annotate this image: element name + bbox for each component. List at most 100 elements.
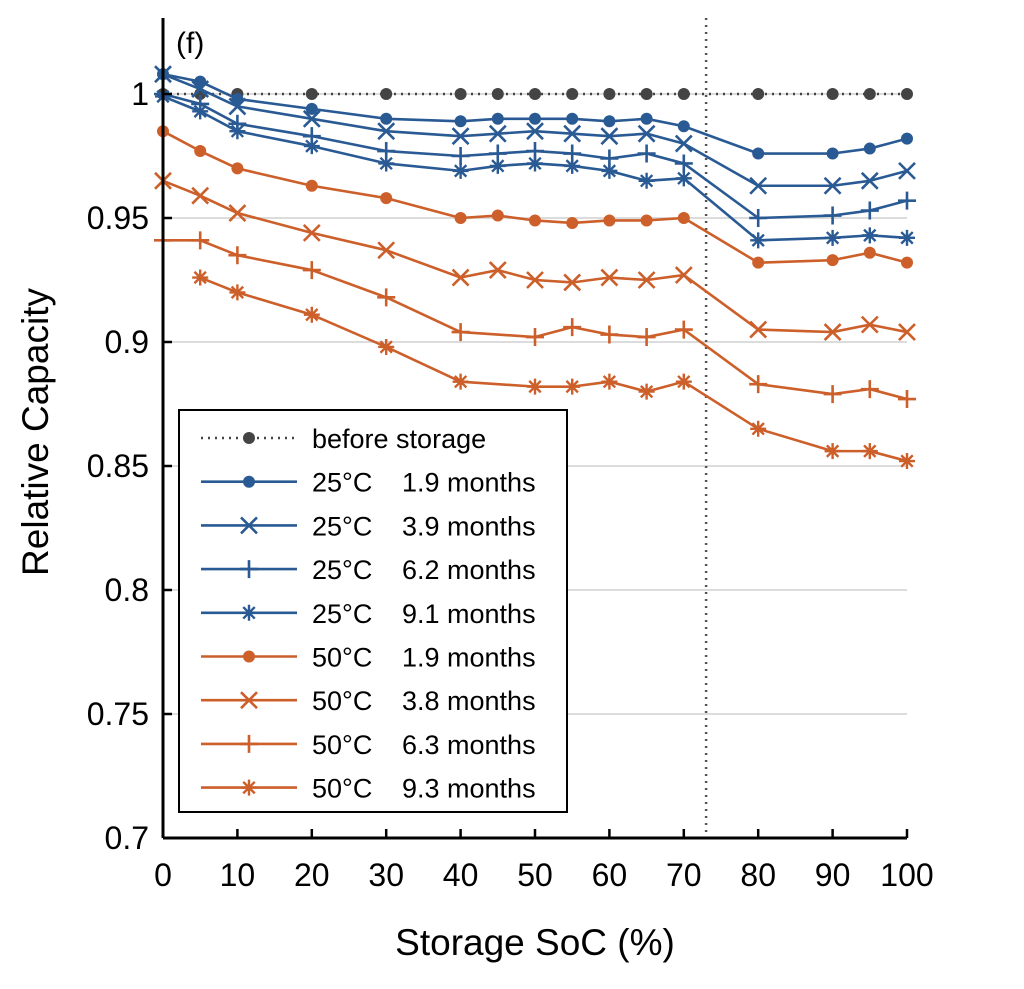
data-point-8-4 <box>452 373 469 390</box>
data-point-7-7 <box>563 318 582 337</box>
data-point-6-8 <box>563 273 582 292</box>
y-tick-label-6: 1 <box>131 76 149 112</box>
data-point-8-2 <box>303 306 320 323</box>
data-point-7-10 <box>674 320 693 339</box>
data-point-5-11 <box>677 212 690 224</box>
data-point-3-12 <box>749 209 768 227</box>
data-point-1-9 <box>603 115 616 128</box>
data-point-1-4 <box>380 112 393 125</box>
data-point-2-8 <box>563 124 582 143</box>
data-point-0-15 <box>901 88 913 100</box>
legend-marker-4 <box>241 604 257 621</box>
data-point-2-4 <box>377 122 396 141</box>
legend-marker-0 <box>243 432 255 444</box>
y-tick-label-1: 0.75 <box>87 696 149 732</box>
data-point-2-1 <box>191 80 210 98</box>
data-point-5-8 <box>566 216 579 229</box>
data-point-3-5 <box>451 147 470 165</box>
data-point-2-2 <box>228 97 247 116</box>
legend-entry-8: 50°C 9.3 months <box>201 774 536 804</box>
series-7 <box>154 231 916 409</box>
data-point-8-7 <box>601 373 618 390</box>
data-point-8-13 <box>899 453 915 470</box>
data-point-8-3 <box>378 338 395 355</box>
data-point-1-6 <box>491 112 504 125</box>
legend-label-time-6: 3.8 months <box>402 686 536 716</box>
data-point-6-13 <box>823 323 842 341</box>
y-tick-label-3: 0.85 <box>87 448 149 484</box>
series-line-3 <box>162 92 908 220</box>
data-point-4-6 <box>489 157 506 174</box>
legend: before storage 25°C 1.9 months 25°C 3.9 mont… <box>178 409 568 813</box>
data-point-5-10 <box>640 214 653 227</box>
series-line-2 <box>162 72 908 188</box>
data-point-4-5 <box>452 162 469 179</box>
x-tick-label-5: 50 <box>517 857 553 893</box>
legend-marker-6 <box>240 691 258 710</box>
series-line-7 <box>163 239 908 401</box>
data-point-6-3 <box>302 223 321 242</box>
series-line-6 <box>162 179 908 334</box>
legend-label-temp-4: 25°C <box>312 599 372 629</box>
data-point-4-1 <box>192 103 209 120</box>
series-6 <box>154 171 916 341</box>
legend-entry-0: before storage <box>201 424 486 454</box>
data-point-3-15 <box>898 191 916 210</box>
legend-label-time-4: 9.1 months <box>402 599 536 629</box>
y-tick-label-4: 0.9 <box>105 324 149 360</box>
data-point-2-6 <box>488 124 507 143</box>
data-point-5-2 <box>231 162 244 175</box>
data-point-0-13 <box>826 88 839 100</box>
legend-marker-2 <box>240 516 258 535</box>
data-point-7-3 <box>302 261 321 280</box>
series-line-8 <box>199 276 908 463</box>
data-point-5-15 <box>901 256 913 269</box>
data-point-0-11 <box>677 88 690 100</box>
legend-marker-5 <box>243 650 255 663</box>
data-point-5-3 <box>305 179 318 192</box>
x-tick-label-8: 80 <box>740 857 776 893</box>
axes <box>161 18 909 840</box>
data-point-4-12 <box>750 232 767 249</box>
legend-label-time-2: 3.9 months <box>402 511 536 541</box>
series-line-5 <box>162 130 908 264</box>
legend-label-time-1: 1.9 months <box>402 468 536 498</box>
data-point-4-3 <box>303 138 320 155</box>
data-point-7-9 <box>637 328 656 347</box>
data-point-0-5 <box>454 88 467 100</box>
data-point-0-14 <box>863 88 876 100</box>
legend-label-temp-3: 25°C <box>312 555 372 585</box>
legend-label-0: before storage <box>312 424 486 454</box>
data-point-0-4 <box>380 88 393 100</box>
series-4 <box>155 88 915 249</box>
data-point-4-4 <box>378 155 395 172</box>
data-point-0-10 <box>640 88 653 100</box>
data-point-4-14 <box>861 227 878 244</box>
data-point-4-7 <box>527 155 543 172</box>
data-point-4-8 <box>564 157 581 174</box>
data-point-2-9 <box>600 127 619 146</box>
data-point-5-7 <box>529 214 541 227</box>
data-point-1-15 <box>901 132 913 145</box>
data-series <box>154 65 916 470</box>
data-point-2-7 <box>526 122 544 141</box>
x-tick-label-1: 10 <box>220 857 256 893</box>
legend-label-time-8: 9.3 months <box>402 774 536 804</box>
data-point-5-6 <box>491 209 504 222</box>
legend-entry-7: 50°C 6.3 months <box>201 730 536 760</box>
series-line-1 <box>162 72 908 155</box>
data-point-6-12 <box>749 320 768 339</box>
legend-label-temp-1: 25°C <box>312 468 372 498</box>
data-point-0-9 <box>603 88 616 100</box>
data-point-7-6 <box>526 328 544 347</box>
data-point-3-11 <box>674 154 693 173</box>
data-point-0-8 <box>566 88 579 100</box>
data-point-7-12 <box>823 385 842 404</box>
data-point-0-3 <box>305 88 318 100</box>
data-point-5-14 <box>863 246 876 259</box>
data-point-5-9 <box>603 214 616 227</box>
data-point-5-13 <box>826 254 839 267</box>
data-point-6-11 <box>674 266 693 284</box>
data-point-1-13 <box>826 147 839 160</box>
